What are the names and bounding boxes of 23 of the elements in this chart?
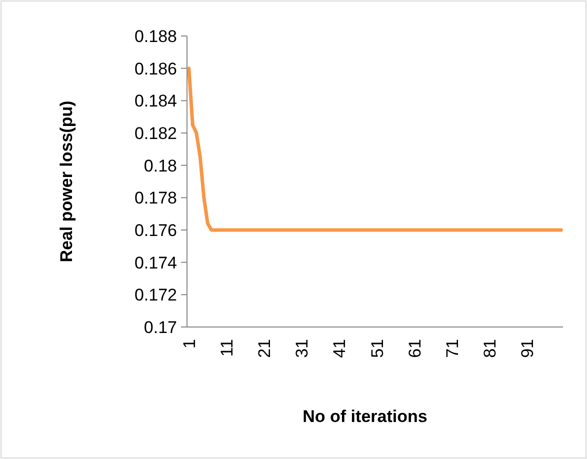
x-tick-label: 11	[217, 339, 236, 357]
y-tick-label: 0.186	[134, 59, 177, 78]
y-tick-label: 0.182	[134, 124, 177, 143]
x-tick-label: 31	[292, 339, 312, 358]
x-tick-label: 1	[180, 339, 199, 348]
y-tick-label: 0.17	[144, 318, 177, 337]
x-tick-label: 21	[255, 339, 274, 358]
x-tick-label: 51	[368, 339, 387, 358]
x-tick-label: 71	[443, 339, 462, 358]
x-tick-label: 81	[480, 339, 500, 358]
x-axis-title: No of iterations	[302, 407, 428, 426]
x-tick-label: 91	[518, 339, 538, 358]
x-tick-label: 61	[405, 339, 424, 358]
y-axis-title: Real power loss(pu)	[57, 100, 76, 262]
y-tick-label: 0.184	[134, 92, 177, 111]
y-tick-label: 0.172	[134, 286, 177, 305]
y-tick-label: 0.18	[144, 156, 177, 176]
y-tick-label: 0.178	[134, 188, 177, 208]
y-tick-label: 0.176	[134, 220, 177, 240]
y-tick-label: 0.174	[134, 253, 177, 272]
y-tick-label: 0.188	[134, 26, 177, 46]
x-tick-label: 41	[330, 339, 350, 358]
line-series	[187, 66, 563, 232]
